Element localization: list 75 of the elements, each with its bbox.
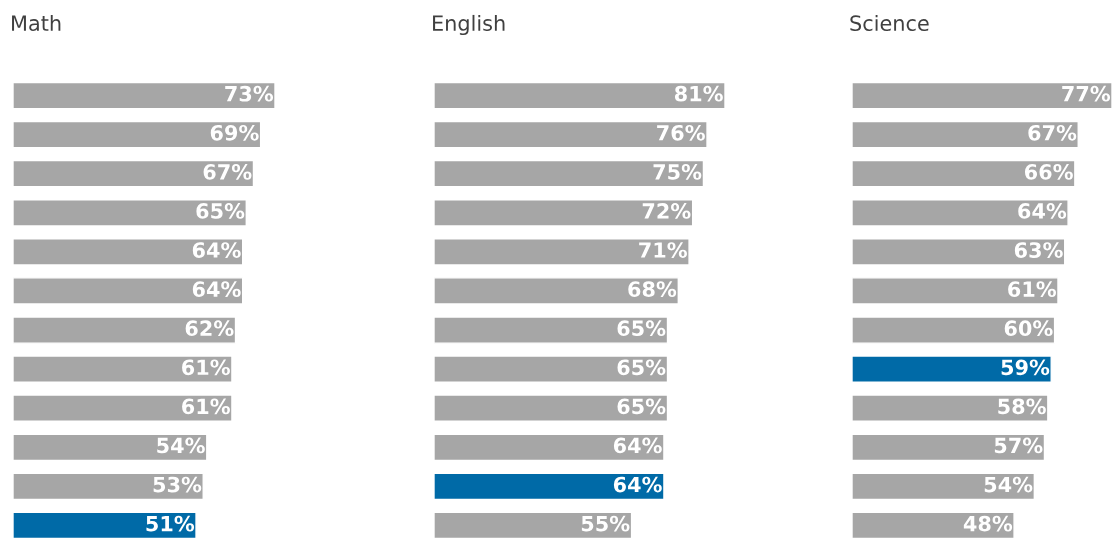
chart-title: English xyxy=(433,14,505,36)
data-label: 54% xyxy=(157,437,205,454)
data-label: 67% xyxy=(203,163,252,180)
data-label: 69% xyxy=(210,124,259,141)
bar xyxy=(852,316,1056,344)
bar xyxy=(434,433,665,462)
bar xyxy=(13,238,244,266)
chart-title: Science xyxy=(850,14,929,32)
bar xyxy=(13,355,233,383)
bar xyxy=(13,472,204,501)
data-label: 72% xyxy=(642,203,691,219)
bar xyxy=(13,81,275,110)
data-label: 65% xyxy=(196,203,245,219)
data-label: 81% xyxy=(674,85,723,102)
bar xyxy=(13,277,244,305)
bar xyxy=(434,394,669,422)
bar xyxy=(434,81,725,110)
bar xyxy=(852,394,1049,422)
data-label: 66% xyxy=(1024,163,1073,180)
data-label: 64% xyxy=(613,476,662,493)
data-label: 57% xyxy=(994,437,1043,454)
data-label: 75% xyxy=(653,163,702,180)
bar xyxy=(13,159,255,188)
data-label: 77% xyxy=(1062,85,1111,102)
data-label: 61% xyxy=(182,359,230,376)
bar xyxy=(13,511,197,540)
data-label: 71% xyxy=(639,242,687,258)
bar xyxy=(13,433,208,462)
bar xyxy=(434,238,690,266)
data-label: 51% xyxy=(146,515,195,532)
data-label: 64% xyxy=(613,437,662,454)
data-label: 73% xyxy=(225,85,274,102)
bar xyxy=(434,199,694,227)
data-label: 67% xyxy=(1028,124,1077,141)
bar xyxy=(13,120,262,149)
chart-title: Math xyxy=(12,14,61,32)
data-label: 53% xyxy=(153,476,202,493)
bar xyxy=(852,199,1069,227)
data-label: 58% xyxy=(998,398,1046,415)
bar xyxy=(434,511,633,540)
data-label: 64% xyxy=(192,281,241,297)
bar xyxy=(852,472,1036,501)
data-label: 60% xyxy=(1004,320,1053,337)
data-label: 64% xyxy=(192,242,241,258)
bar xyxy=(434,159,705,188)
data-label: 54% xyxy=(984,476,1033,493)
bar xyxy=(852,159,1076,188)
data-label: 55% xyxy=(581,515,630,532)
bar xyxy=(852,355,1052,383)
bar xyxy=(852,277,1059,305)
data-label: 65% xyxy=(617,359,666,376)
data-label: 64% xyxy=(1018,203,1067,219)
bar xyxy=(434,120,708,149)
data-label: 61% xyxy=(182,398,230,415)
data-label: 68% xyxy=(628,281,677,297)
bar xyxy=(852,433,1046,462)
data-label: 59% xyxy=(1001,359,1050,376)
bar xyxy=(852,238,1066,266)
data-label: 65% xyxy=(617,398,666,415)
bar xyxy=(434,472,665,501)
bar xyxy=(434,355,669,383)
bar xyxy=(434,316,669,344)
data-label: 48% xyxy=(963,515,1013,532)
bar xyxy=(434,277,679,305)
data-label: 63% xyxy=(1014,242,1063,258)
bar xyxy=(852,81,1112,110)
data-label: 76% xyxy=(657,124,705,141)
data-label: 65% xyxy=(617,320,666,337)
bar xyxy=(13,316,237,344)
bar xyxy=(13,199,247,227)
bar xyxy=(13,394,233,422)
bar xyxy=(852,511,1015,540)
bar xyxy=(852,120,1079,149)
data-label: 61% xyxy=(1008,281,1057,297)
data-label: 62% xyxy=(185,320,234,337)
